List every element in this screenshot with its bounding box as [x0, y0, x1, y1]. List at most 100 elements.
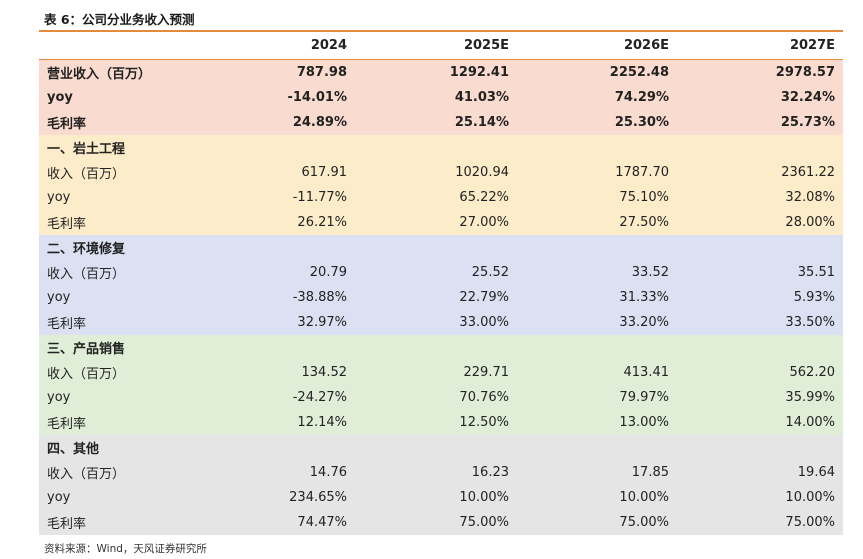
section-heading-row: 三、产品销售: [39, 334, 843, 360]
cell: 25.52: [471, 264, 509, 280]
cell: 2978.57: [775, 64, 835, 80]
row-label: yoy: [47, 289, 71, 305]
row-label: 毛利率: [47, 116, 87, 132]
section-heading: 一、岩土工程: [47, 141, 126, 157]
cell: 32.08%: [785, 189, 835, 205]
total-yoy-row: yoy -14.01% 41.03% 74.29% 32.24%: [39, 84, 843, 110]
header-row: 2024 2025E 2026E 2027E: [39, 32, 843, 60]
table-row: 毛利率 74.47% 75.00% 75.00% 75.00%: [39, 509, 843, 535]
row-label: 毛利率: [47, 216, 87, 232]
cell: 10.00%: [459, 489, 509, 505]
cell: 13.00%: [619, 414, 669, 430]
table-title: 表 6：公司分业务收入预测: [44, 12, 195, 27]
cell: 25.30%: [614, 114, 669, 130]
cell: 19.64: [797, 464, 835, 480]
row-label: 收入（百万）: [47, 366, 126, 382]
cell: 75.00%: [785, 514, 835, 530]
cell: 74.29%: [614, 89, 669, 105]
cell: -24.27%: [292, 389, 347, 405]
cell: 234.65%: [289, 489, 347, 505]
section-heading: 二、环境修复: [47, 241, 126, 257]
cell: 35.99%: [785, 389, 835, 405]
cell: 1787.70: [615, 164, 669, 180]
table-row: yoy -11.77% 65.22% 75.10% 32.08%: [39, 184, 843, 210]
cell: 12.50%: [459, 414, 509, 430]
table-row: 毛利率 26.21% 27.00% 27.50% 28.00%: [39, 209, 843, 235]
cell: -38.88%: [292, 289, 347, 305]
cell: 787.98: [296, 64, 347, 80]
header-year: 2027E: [677, 32, 843, 60]
cell: 14.00%: [785, 414, 835, 430]
cell: 12.14%: [297, 414, 347, 430]
title-rule: [39, 30, 843, 32]
cell: 70.76%: [459, 389, 509, 405]
row-label: 营业收入（百万）: [47, 66, 152, 82]
cell: 2252.48: [609, 64, 669, 80]
source-note: 资料来源：Wind，天风证券研究所: [44, 543, 207, 555]
cell: 1020.94: [455, 164, 509, 180]
cell: 33.20%: [619, 314, 669, 330]
table-row: yoy 234.65% 10.00% 10.00% 10.00%: [39, 484, 843, 510]
header-year: 2026E: [517, 32, 677, 60]
section-heading: 四、其他: [47, 441, 100, 457]
cell: 31.33%: [619, 289, 669, 305]
row-label: 收入（百万）: [47, 166, 126, 182]
cell: 25.73%: [780, 114, 835, 130]
forecast-table: 2024 2025E 2026E 2027E 营业收入（百万） 787.98 1…: [39, 32, 843, 535]
row-label: 毛利率: [47, 416, 87, 432]
row-label: 毛利率: [47, 516, 87, 532]
cell: 2361.22: [781, 164, 835, 180]
cell: 25.14%: [454, 114, 509, 130]
cell: 32.97%: [297, 314, 347, 330]
table-row: yoy -38.88% 22.79% 31.33% 5.93%: [39, 284, 843, 310]
cell: 32.24%: [780, 89, 835, 105]
cell: 22.79%: [459, 289, 509, 305]
cell: -14.01%: [287, 89, 347, 105]
cell: 75.00%: [459, 514, 509, 530]
cell: 229.71: [463, 364, 510, 380]
cell: 26.21%: [297, 214, 347, 230]
cell: 79.97%: [619, 389, 669, 405]
cell: 27.00%: [459, 214, 509, 230]
cell: 413.41: [623, 364, 670, 380]
cell: 10.00%: [785, 489, 835, 505]
table-row: 毛利率 32.97% 33.00% 33.20% 33.50%: [39, 309, 843, 335]
cell: 16.23: [471, 464, 509, 480]
cell: 33.00%: [459, 314, 509, 330]
cell: 17.85: [631, 464, 669, 480]
header-label: [39, 32, 239, 60]
cell: 14.76: [309, 464, 347, 480]
cell: 65.22%: [459, 189, 509, 205]
cell: 74.47%: [297, 514, 347, 530]
cell: 41.03%: [454, 89, 509, 105]
table-row: 收入（百万） 134.52 229.71 413.41 562.20: [39, 359, 843, 385]
cell: 20.79: [309, 264, 347, 280]
cell: 33.52: [631, 264, 669, 280]
header-year: 2025E: [355, 32, 517, 60]
table-row: 毛利率 12.14% 12.50% 13.00% 14.00%: [39, 409, 843, 435]
cell: 24.89%: [292, 114, 347, 130]
row-label: yoy: [47, 89, 73, 105]
section-heading-row: 二、环境修复: [39, 234, 843, 260]
table-row: 收入（百万） 617.91 1020.94 1787.70 2361.22: [39, 159, 843, 185]
total-margin-row: 毛利率 24.89% 25.14% 25.30% 25.73%: [39, 109, 843, 135]
cell: 10.00%: [619, 489, 669, 505]
table-row: 收入（百万） 20.79 25.52 33.52 35.51: [39, 259, 843, 285]
row-label: yoy: [47, 489, 71, 505]
section-heading-row: 一、岩土工程: [39, 134, 843, 160]
cell: -11.77%: [292, 189, 347, 205]
row-label: 收入（百万）: [47, 266, 126, 282]
cell: 28.00%: [785, 214, 835, 230]
cell: 5.93%: [793, 289, 835, 305]
total-revenue-row: 营业收入（百万） 787.98 1292.41 2252.48 2978.57: [39, 59, 843, 85]
cell: 75.00%: [619, 514, 669, 530]
cell: 617.91: [301, 164, 348, 180]
cell: 1292.41: [449, 64, 509, 80]
row-label: 毛利率: [47, 316, 87, 332]
row-label: 收入（百万）: [47, 466, 126, 482]
cell: 35.51: [797, 264, 835, 280]
cell: 562.20: [789, 364, 836, 380]
row-label: yoy: [47, 189, 71, 205]
row-label: yoy: [47, 389, 71, 405]
section-heading-row: 四、其他: [39, 434, 843, 460]
